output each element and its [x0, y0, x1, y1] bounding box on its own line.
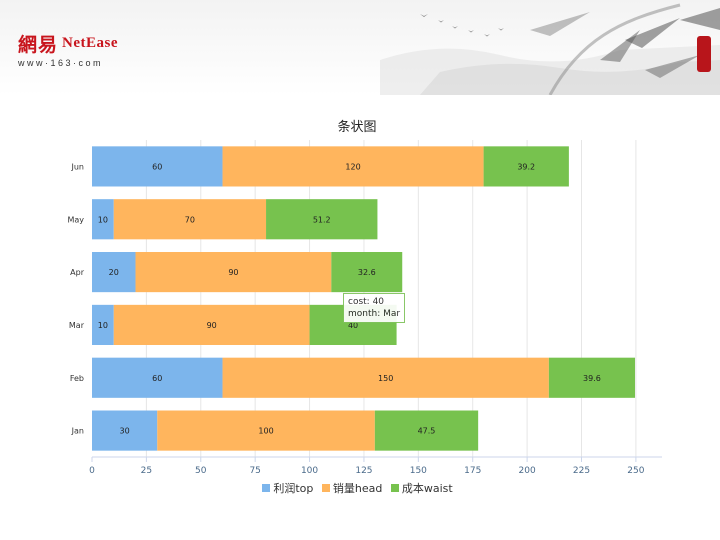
x-tick-label: 225	[573, 466, 590, 476]
bar-segment[interactable]	[92, 199, 114, 240]
x-tick-label: 175	[464, 466, 481, 476]
bar-segment[interactable]	[266, 199, 378, 240]
x-axis-ticks: 0 25 50 75 100 125 150 175 200 225 250	[89, 457, 645, 476]
legend-item-sales[interactable]: 销量head	[321, 480, 383, 496]
data-label: 39.2	[517, 162, 535, 171]
category-label: Mar	[69, 321, 85, 330]
bar-segment[interactable]	[113, 304, 310, 345]
category-label: Feb	[70, 374, 84, 383]
bar-segment[interactable]	[222, 357, 549, 398]
category-label: Jun	[71, 162, 85, 171]
legend-swatch-waist	[390, 484, 399, 492]
bar-segment[interactable]	[331, 252, 403, 293]
data-label: 100	[258, 427, 273, 436]
bars: 30 100 47.5 60 150 39.6 10 90 40 20 90 32.6 10 70 51.2…	[92, 146, 636, 451]
bar-segment[interactable]	[483, 146, 569, 187]
data-label: 70	[185, 215, 195, 224]
bar-segment[interactable]	[548, 357, 636, 398]
bar-segment[interactable]	[135, 252, 332, 293]
page-header: 網易 NetEase www·163·com	[0, 0, 720, 95]
ink-painting-decoration	[380, 3, 720, 95]
legend-label-sales: 销量head	[332, 482, 383, 495]
tooltip-line-cost: cost: 40	[348, 297, 385, 307]
category-label: Jan	[71, 427, 84, 436]
bar-segment[interactable]	[113, 199, 267, 240]
tooltip-line-month: month: Mar	[348, 309, 401, 319]
data-label: 10	[98, 321, 108, 330]
data-label: 60	[152, 162, 162, 171]
logo-chinese: 網易	[18, 34, 59, 56]
chart-tooltip: cost: 40 month: Mar	[343, 293, 406, 323]
legend-swatch-profit	[262, 484, 271, 492]
x-tick-label: 25	[141, 466, 152, 476]
x-tick-label: 125	[355, 466, 372, 476]
legend-label-profit: 利润top	[273, 482, 314, 495]
netease-logo: 網易 NetEase www·163·com	[18, 30, 118, 68]
x-tick-label: 200	[519, 466, 536, 476]
data-label: 120	[345, 162, 360, 171]
data-label: 60	[152, 374, 162, 383]
bar-segment[interactable]	[92, 357, 223, 398]
data-label: 20	[109, 268, 119, 277]
data-label: 39.6	[583, 374, 601, 383]
x-tick-label: 0	[89, 466, 95, 476]
bar-segment[interactable]	[92, 304, 114, 345]
x-tick-label: 75	[249, 466, 260, 476]
chart-legend: 利润top 销量head 成本waist	[0, 480, 720, 496]
category-label: Apr	[70, 268, 85, 277]
data-label: 32.6	[358, 268, 376, 277]
legend-item-profit[interactable]: 利润top	[262, 480, 313, 496]
x-tick-label: 100	[301, 466, 318, 476]
bar-segment[interactable]	[222, 146, 484, 187]
logo-url: www·163·com	[18, 58, 104, 68]
gridlines	[145, 140, 637, 457]
legend-swatch-sales	[321, 484, 330, 492]
logo-english: NetEase	[62, 35, 119, 51]
chart-title: 条状图	[337, 119, 376, 135]
legend-item-waist[interactable]: 成本waist	[390, 480, 453, 496]
x-tick-label: 250	[627, 466, 644, 476]
data-label: 30	[120, 427, 130, 436]
y-axis-categories: Jan Feb Mar Apr May Jun	[67, 162, 84, 435]
x-tick-label: 150	[410, 466, 427, 476]
bar-segment[interactable]	[92, 146, 223, 187]
bar-segment[interactable]	[374, 410, 479, 451]
bar-segment[interactable]	[92, 410, 158, 451]
x-tick-label: 50	[195, 466, 207, 476]
data-label: 90	[228, 268, 238, 277]
data-label: 40	[348, 321, 358, 330]
legend-label-waist: 成本waist	[401, 482, 453, 495]
data-label: 47.5	[418, 427, 436, 436]
data-label: 51.2	[313, 215, 331, 224]
bar-segment[interactable]	[157, 410, 375, 451]
category-label: May	[67, 215, 84, 224]
data-label: 90	[207, 321, 217, 330]
red-seal-stamp	[697, 36, 711, 72]
data-label: 10	[98, 215, 108, 224]
data-label: 150	[378, 374, 393, 383]
bar-segment[interactable]	[92, 252, 136, 293]
